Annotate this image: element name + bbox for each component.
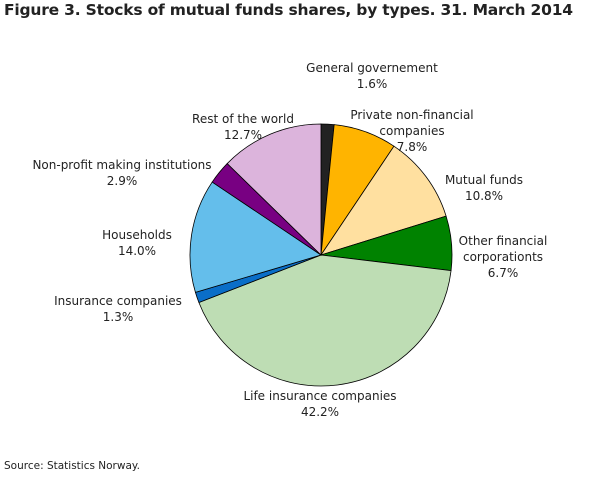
slice-label-8: Rest of the world [192, 112, 294, 126]
slice-value-3: 6.7% [488, 266, 519, 280]
slice-label-2: Mutual funds [445, 173, 523, 187]
slice-label-3: corporationts [463, 250, 543, 264]
pie-slice-2 [320, 145, 447, 256]
chart-title: Figure 3. Stocks of mutual funds shares,… [4, 1, 573, 19]
pie-slices [189, 123, 453, 387]
pie-slice-4 [198, 254, 452, 387]
slice-value-4: 42.2% [301, 405, 339, 419]
slice-label-1: Private non-financial [350, 108, 473, 122]
source-note: Source: Statistics Norway. [4, 460, 140, 472]
slice-value-7: 2.9% [107, 174, 138, 188]
slice-value-8: 12.7% [224, 128, 262, 142]
slice-value-5: 1.3% [103, 310, 134, 324]
slice-value-1: 7.8% [397, 140, 428, 154]
slice-label-3: Other financial [459, 234, 548, 248]
slice-label-7: Non-profit making institutions [32, 158, 211, 172]
pie-slice-8 [226, 123, 322, 256]
pie-slice-6 [189, 181, 322, 293]
slice-label-5: Insurance companies [54, 294, 182, 308]
slice-label-0: General governement [306, 61, 438, 75]
slice-value-2: 10.8% [465, 189, 503, 203]
slice-label-6: Households [102, 228, 172, 242]
slice-value-6: 14.0% [118, 244, 156, 258]
slice-label-1: companies [379, 124, 444, 138]
slice-value-0: 1.6% [357, 77, 388, 91]
slice-labels: General governement 1.6% Private non-finan… [32, 61, 547, 419]
slice-label-4: Life insurance companies [243, 389, 396, 403]
